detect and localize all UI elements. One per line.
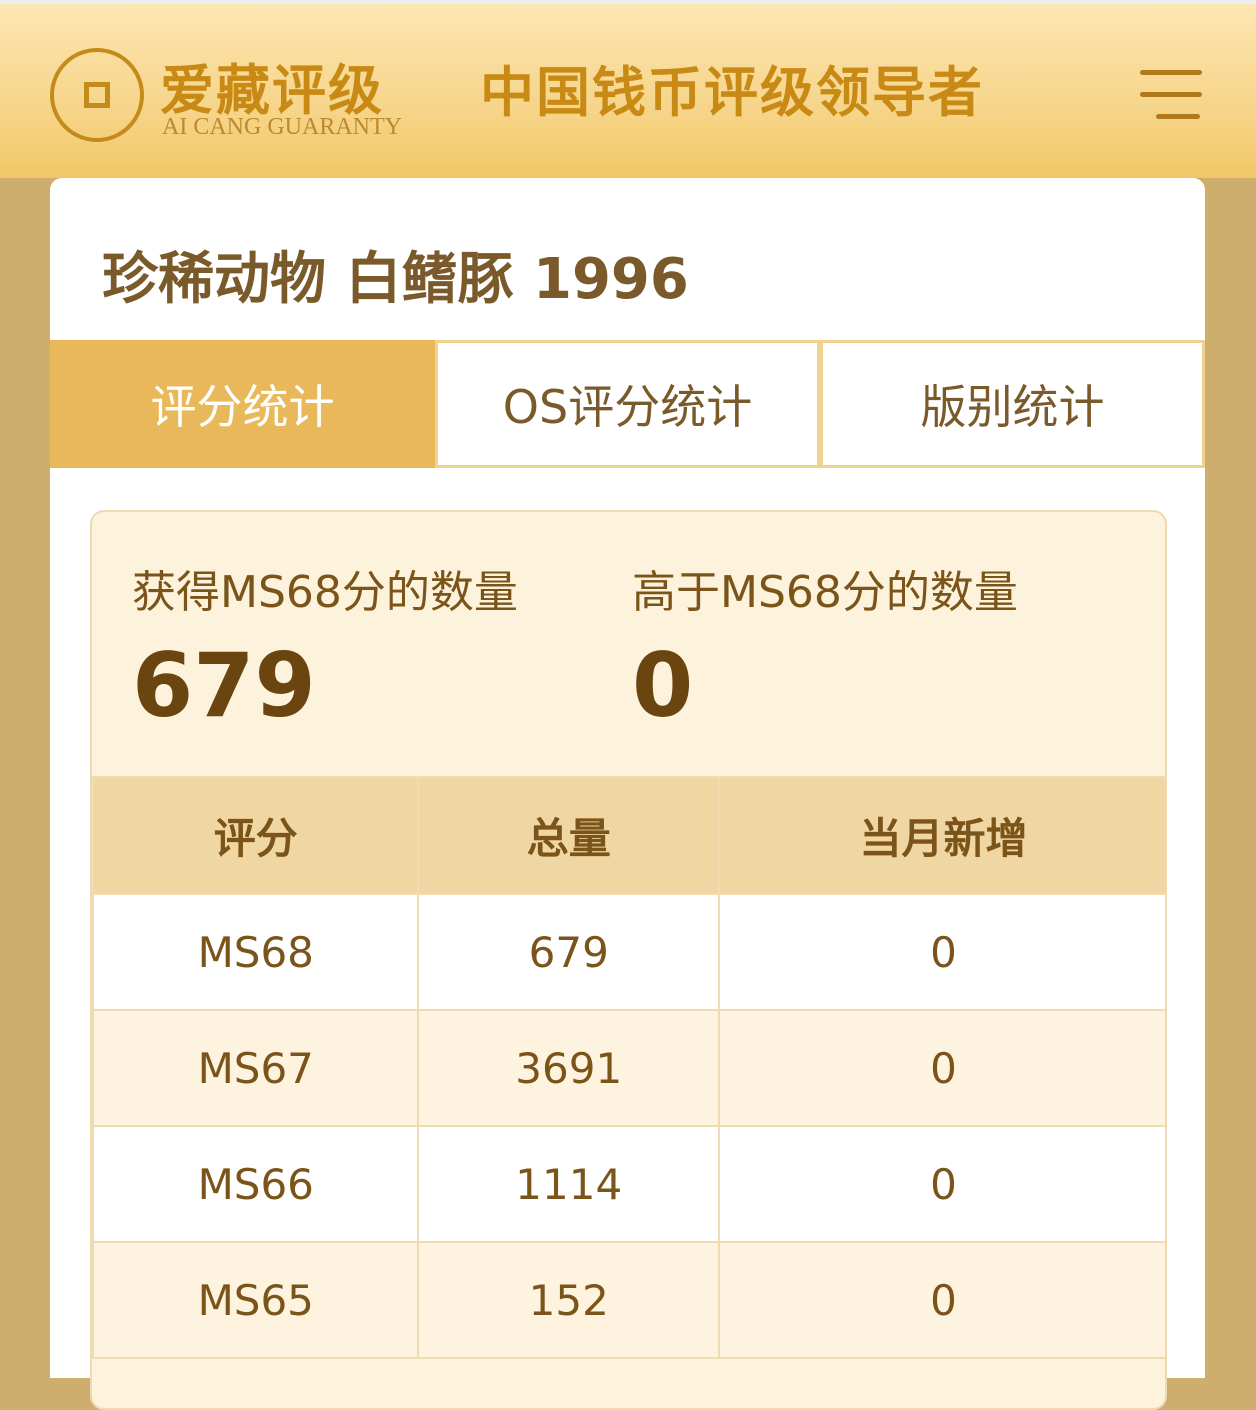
grade-table: 评分 总量 当月新增 MS68 679 0 MS67 3691 0 MS66 1… [92, 776, 1165, 1359]
stat-count-value: 679 [132, 634, 316, 737]
cell-total: 3691 [417, 1009, 720, 1127]
header-grade: 评分 [92, 776, 420, 895]
tab-bar: 评分统计 OS评分统计 版别统计 [50, 340, 1205, 468]
cell-grade: MS65 [92, 1241, 420, 1359]
table-header: 评分 总量 当月新增 [92, 776, 1165, 895]
cell-total: 1114 [417, 1125, 720, 1243]
tab-grade-stats[interactable]: 评分统计 [50, 340, 435, 468]
table-row: MS68 679 0 [92, 893, 1165, 1011]
table-row: MS66 1114 0 [92, 1125, 1165, 1243]
page-title: 珍稀动物 白鳍豚 1996 [102, 247, 689, 312]
tab-os-grade-stats[interactable]: OS评分统计 [435, 340, 820, 468]
cell-grade: MS66 [92, 1125, 420, 1243]
cell-grade: MS67 [92, 1009, 420, 1127]
cell-grade: MS68 [92, 893, 420, 1011]
table-row: MS65 152 0 [92, 1241, 1165, 1359]
content-card: 珍稀动物 白鳍豚 1996 评分统计 OS评分统计 版别统计 获得MS68分的数… [50, 178, 1205, 1410]
cell-monthly-new: 0 [718, 1241, 1165, 1359]
header-monthly-new: 当月新增 [718, 776, 1165, 895]
stat-above-value: 0 [632, 634, 694, 737]
cell-monthly-new: 0 [718, 1009, 1165, 1127]
logo-coin-icon [50, 48, 144, 142]
stat-above: 高于MS68分的数量 0 [632, 556, 1018, 737]
cell-monthly-new: 0 [718, 893, 1165, 1011]
slogan: 中国钱币评级领导者 [480, 61, 984, 124]
stats-panel: 获得MS68分的数量 679 高于MS68分的数量 0 评分 总量 当月新增 M… [90, 510, 1167, 1410]
logo-subtitle: AI CANG GUARANTY [162, 114, 402, 140]
stat-above-label: 高于MS68分的数量 [632, 567, 1018, 618]
cell-monthly-new: 0 [718, 1125, 1165, 1243]
header: 爱藏评级 AI CANG GUARANTY 中国钱币评级领导者 [0, 0, 1256, 178]
cell-total: 679 [417, 893, 720, 1011]
table-row: MS67 3691 0 [92, 1009, 1165, 1127]
menu-icon[interactable] [1140, 70, 1202, 122]
tab-variety-stats[interactable]: 版别统计 [820, 340, 1205, 468]
logo-text: 爱藏评级 [160, 59, 384, 122]
stat-count-label: 获得MS68分的数量 [132, 567, 518, 618]
cell-total: 152 [417, 1241, 720, 1359]
stat-count: 获得MS68分的数量 679 [132, 556, 518, 737]
header-total: 总量 [417, 776, 720, 895]
